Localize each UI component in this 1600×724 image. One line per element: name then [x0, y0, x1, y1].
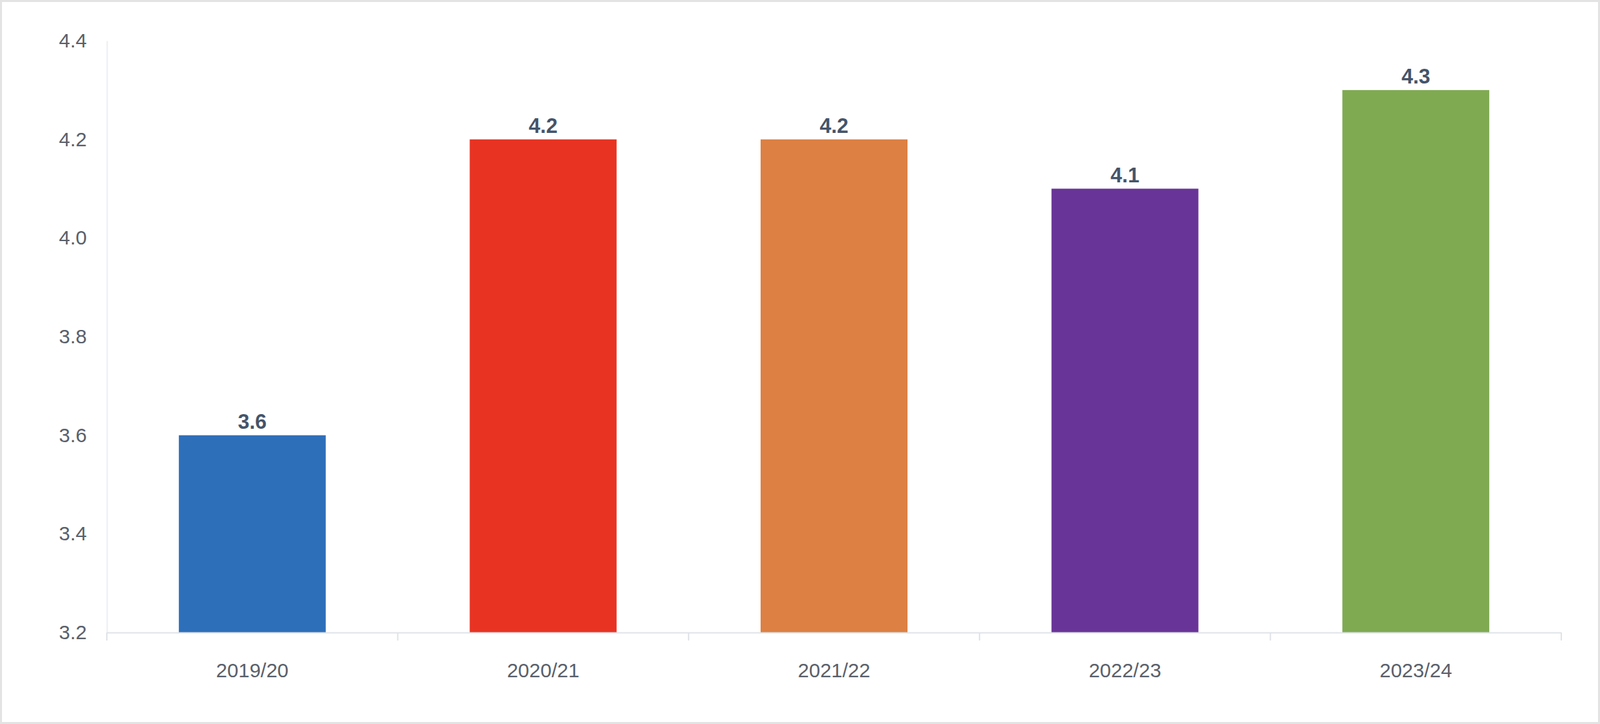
y-axis: 3.2 3.4 3.6 3.8 4.0 4.2 4.4 [58, 29, 107, 644]
x-separator [106, 632, 108, 641]
y-tick-label: 3.6 [58, 424, 87, 447]
data-label: 4.2 [528, 114, 558, 138]
data-label: 4.2 [819, 114, 849, 138]
chart: 3.2 3.4 3.6 3.8 4.0 4.2 4.4 2019/20 2020/21 2021/… [0, 0, 1600, 724]
y-tick-label: 4.0 [58, 226, 87, 249]
y-tick: 4.0 [58, 226, 107, 249]
y-tick: 3.6 [58, 424, 107, 447]
x-tick-label: 2021/22 [797, 659, 871, 682]
x-tick: 2021/22 [797, 632, 871, 682]
x-tick-label: 2022/23 [1088, 659, 1161, 682]
y-tick-label: 3.2 [58, 621, 87, 644]
x-tick-label: 2020/21 [506, 659, 579, 682]
bar [1342, 90, 1490, 633]
x-axis: 2019/20 2020/21 2021/22 2022/23 2023/24 [107, 632, 1562, 682]
x-separator [687, 632, 690, 641]
x-tick: 2019/20 [216, 632, 289, 682]
x-tick-label: 2023/24 [1379, 659, 1452, 682]
frame [1, 1, 1600, 724]
x-tick: 2020/21 [506, 632, 579, 682]
bar [1051, 188, 1199, 634]
x-tick: 2023/24 [1379, 632, 1452, 682]
data-label: 3.6 [237, 410, 267, 434]
y-tick-label: 4.2 [58, 128, 87, 151]
y-tick: 3.4 [58, 522, 107, 545]
y-tick: 3.2 [58, 621, 107, 644]
y-tick: 4.4 [58, 29, 107, 52]
data-labels: 3.6 4.2 4.2 4.1 4.3 [237, 64, 1431, 434]
y-tick: 4.2 [58, 128, 107, 151]
y-tick-label: 4.4 [58, 29, 87, 52]
x-axis-line [107, 632, 1562, 634]
x-tick-label: 2019/20 [216, 659, 289, 682]
data-label: 4.3 [1401, 64, 1431, 89]
plot: 3.2 3.4 3.6 3.8 4.0 4.2 4.4 2019/20 2020/21 2021/… [58, 29, 1562, 682]
x-separator [978, 632, 981, 641]
x-separator [397, 632, 399, 641]
y-tick-label: 3.8 [58, 325, 87, 348]
y-tick-label: 3.4 [58, 522, 87, 545]
data-label: 4.1 [1110, 163, 1140, 187]
bars [178, 90, 1490, 633]
y-axis-line [106, 41, 109, 634]
x-tick: 2022/23 [1088, 632, 1161, 682]
bar [760, 139, 908, 633]
y-tick: 3.8 [58, 325, 107, 348]
x-separators [106, 632, 1562, 641]
bar [178, 435, 326, 633]
bar [469, 139, 617, 633]
x-separator [1269, 632, 1271, 641]
x-separator [1560, 632, 1562, 641]
